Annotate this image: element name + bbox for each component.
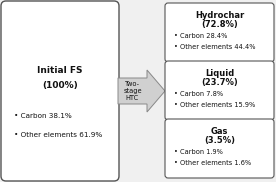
- FancyBboxPatch shape: [165, 119, 274, 178]
- Text: Gas: Gas: [211, 126, 228, 136]
- Text: (3.5%): (3.5%): [204, 136, 235, 145]
- Text: • Carbon 1.9%: • Carbon 1.9%: [174, 149, 223, 155]
- Text: Two-
stage
HTC: Two- stage HTC: [123, 80, 142, 102]
- Polygon shape: [118, 70, 165, 112]
- Text: Liquid: Liquid: [205, 68, 234, 78]
- Text: • Other elements 1.6%: • Other elements 1.6%: [174, 160, 251, 166]
- Text: • Carbon 7.8%: • Carbon 7.8%: [174, 91, 223, 97]
- Text: (23.7%): (23.7%): [201, 78, 238, 86]
- Text: Initial FS: Initial FS: [37, 66, 83, 75]
- FancyBboxPatch shape: [1, 1, 119, 181]
- Text: • Other elements 15.9%: • Other elements 15.9%: [174, 102, 255, 108]
- Text: • Other elements 44.4%: • Other elements 44.4%: [174, 44, 256, 50]
- Text: (72.8%): (72.8%): [201, 19, 238, 29]
- Text: • Other elements 61.9%: • Other elements 61.9%: [14, 132, 102, 138]
- Text: Hydrochar: Hydrochar: [195, 11, 244, 19]
- FancyBboxPatch shape: [165, 61, 274, 120]
- Text: • Carbon 28.4%: • Carbon 28.4%: [174, 33, 227, 39]
- Text: • Carbon 38.1%: • Carbon 38.1%: [14, 114, 72, 120]
- FancyBboxPatch shape: [165, 3, 274, 62]
- Text: (100%): (100%): [42, 81, 78, 90]
